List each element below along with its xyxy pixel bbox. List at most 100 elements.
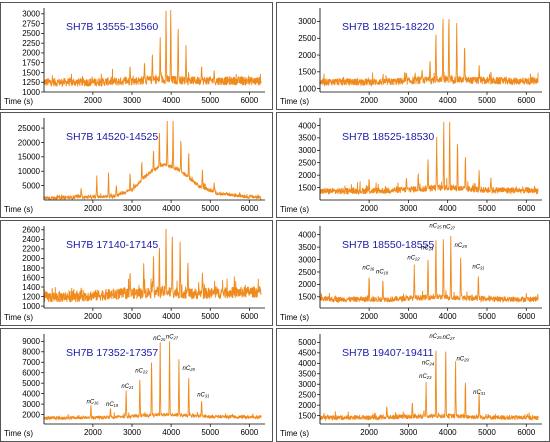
peak-annotation: nC₂₉ <box>454 243 467 249</box>
y-tick-label: 1400 <box>22 283 40 292</box>
x-tick-label: 2000 <box>84 204 102 213</box>
x-tick-label: 5000 <box>478 428 496 437</box>
y-tick-label: 2000 <box>22 410 40 419</box>
x-tick-label: 6000 <box>240 312 258 321</box>
y-tick-label: 1500 <box>22 68 40 77</box>
peak-annotation: nC₂₅ <box>429 334 442 340</box>
x-tick-label: 2000 <box>84 428 102 437</box>
panel-4: 1500 2000 2500 3000 3500 4000 2000 3000 4000 5000… <box>276 112 550 218</box>
y-tick-label: 15000 <box>18 153 41 162</box>
y-tick-label: 2400 <box>22 235 40 244</box>
x-tick-label: 6000 <box>517 312 535 321</box>
x-tick-label: 5000 <box>478 96 496 105</box>
signal-trace <box>43 9 262 87</box>
y-tick-label: 3000 <box>298 380 316 389</box>
y-tick-label: 4000 <box>22 389 40 398</box>
y-tick-label: 1500 <box>298 411 316 420</box>
y-tick-label: 2500 <box>298 159 316 168</box>
panel-6: 1500 2000 2500 3000 3500 4000 2000 3000 4000 5000… <box>276 220 550 326</box>
y-tick-label: 3000 <box>22 10 40 19</box>
panel-1: 1000125015001750200022502500275030002000… <box>0 2 273 110</box>
peak-annotation: nC₂₁ <box>121 384 133 390</box>
peak-annotation: nC₂₇ <box>442 335 455 341</box>
y-tick-label: 4000 <box>298 230 316 239</box>
x-tick-label: 6000 <box>517 428 535 437</box>
peak-annotation: nC₂₃ <box>419 374 432 380</box>
panel-frame <box>0 220 273 326</box>
x-tick-label: 5000 <box>478 204 496 213</box>
y-tick-label: 1600 <box>22 273 40 282</box>
y-tick-label: 2000 <box>298 280 316 289</box>
y-tick-label: 10000 <box>18 167 41 176</box>
x-axis-label: Time (s) <box>280 429 309 438</box>
peak-annotation: nC₃₁ <box>472 264 484 270</box>
signal-trace <box>43 120 262 201</box>
x-tick-label: 2000 <box>84 312 102 321</box>
x-tick-label: 5000 <box>201 428 219 437</box>
peak-annotation: nC₃₁ <box>197 392 209 398</box>
y-tick-label: 2500 <box>298 34 316 43</box>
y-tick-label: 2250 <box>22 39 40 48</box>
y-tick-label: 2750 <box>22 19 40 28</box>
y-tick-label: 7000 <box>22 358 40 367</box>
panel-3: 5000 10000 15000 20000 25000 2000 3000 4000 5000… <box>0 112 273 218</box>
signal-trace <box>43 228 262 303</box>
panel-frame <box>0 112 273 218</box>
peak-annotation: nC₂₅ <box>429 223 442 229</box>
panel-frame <box>0 2 273 110</box>
panel-5: 1000120014001600180020002200240026002000… <box>0 220 273 326</box>
x-tick-label: 4000 <box>439 428 457 437</box>
x-tick-label: 3000 <box>400 204 418 213</box>
y-tick-label: 6000 <box>22 369 40 378</box>
panel-title: SH7B 18550-18555 <box>342 239 434 251</box>
panel-title: SH7B 19407-19411 <box>342 347 434 359</box>
panel-frame <box>276 2 550 110</box>
peak-annotation: nC₁₈ <box>106 402 119 408</box>
x-axis-label: Time (s) <box>280 205 309 214</box>
peak-annotation: nC₂₂ <box>407 256 420 262</box>
y-tick-label: 2600 <box>22 226 40 235</box>
y-tick-label: 3000 <box>22 400 40 409</box>
x-tick-label: 3000 <box>400 428 418 437</box>
signal-trace <box>319 235 539 304</box>
signal-trace <box>43 341 262 422</box>
x-tick-label: 5000 <box>201 204 219 213</box>
x-tick-label: 2000 <box>360 428 378 437</box>
x-tick-label: 2000 <box>360 204 378 213</box>
y-tick-label: 1250 <box>22 78 40 87</box>
x-tick-label: 6000 <box>517 96 535 105</box>
y-tick-label: 1750 <box>22 58 40 67</box>
y-tick-label: 2500 <box>298 268 316 277</box>
y-tick-label: 1200 <box>22 292 40 301</box>
y-tick-label: 2500 <box>298 390 316 399</box>
x-axis-label: Time (s) <box>4 97 33 106</box>
x-tick-label: 6000 <box>240 204 258 213</box>
y-tick-label: 2200 <box>22 245 40 254</box>
signal-trace <box>319 350 539 422</box>
y-tick-label: 2000 <box>298 171 316 180</box>
x-tick-label: 4000 <box>439 312 457 321</box>
peak-annotation: nC₂₉ <box>183 366 196 372</box>
x-tick-label: 5000 <box>201 312 219 321</box>
x-axis-label: Time (s) <box>4 313 33 322</box>
x-tick-label: 3000 <box>400 96 418 105</box>
y-tick-label: 4000 <box>298 359 316 368</box>
y-tick-label: 1000 <box>22 302 40 311</box>
y-tick-label: 1500 <box>298 183 316 192</box>
x-tick-label: 2000 <box>360 96 378 105</box>
peak-annotation: nC₁₆ <box>87 400 100 406</box>
peak-annotation: nC₂₇ <box>166 334 179 340</box>
x-tick-label: 4000 <box>439 204 457 213</box>
x-tick-label: 4000 <box>162 428 180 437</box>
x-axis-label: Time (s) <box>4 429 33 438</box>
panel-frame <box>276 220 550 326</box>
x-tick-label: 6000 <box>517 204 535 213</box>
y-tick-label: 1500 <box>298 68 316 77</box>
x-axis-label: Time (s) <box>4 205 33 214</box>
x-axis-label: Time (s) <box>280 313 309 322</box>
panel-title: SH7B 17352-17357 <box>66 347 158 359</box>
y-tick-label: 4500 <box>298 349 316 358</box>
x-tick-label: 6000 <box>240 428 258 437</box>
x-tick-label: 3000 <box>123 204 141 213</box>
